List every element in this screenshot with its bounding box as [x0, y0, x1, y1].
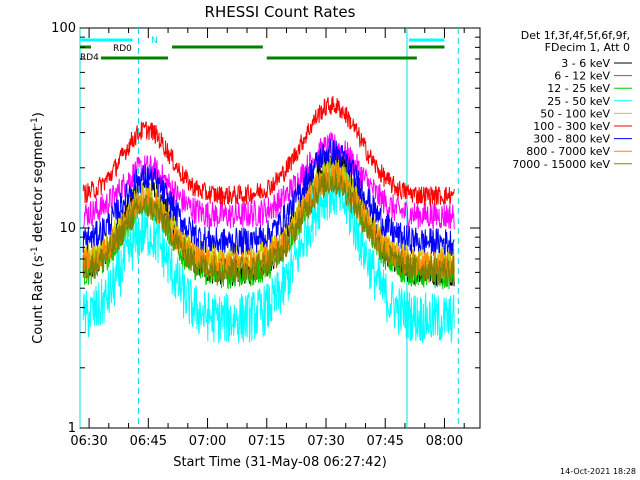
series-line	[82, 95, 455, 207]
legend-entry-label: 50 - 100 keV	[540, 107, 610, 120]
x-axis-ticks: 06:30 06:45 07:00 07:15 07:30 07:45 08:00	[70, 28, 465, 449]
timestamp: 14-Oct-2021 18:28	[560, 467, 636, 476]
legend-header-line2: FDecim 1, Att 0	[545, 41, 630, 54]
legend-entry-label: 7000 - 15000 keV	[512, 158, 610, 171]
x-tick-label: 08:00	[426, 434, 463, 449]
chart-title: RHESSI Count Rates	[205, 3, 356, 21]
legend-entry-label: 100 - 300 keV	[533, 120, 610, 133]
legend: Det 1f,3f,4f,5f,6f,9f, FDecim 1, Att 0 3…	[512, 29, 632, 171]
status-bars	[80, 38, 445, 60]
legend-entry-label: 25 - 50 keV	[547, 95, 610, 108]
x-tick-label: 07:30	[307, 434, 344, 449]
y-tick-label: 100	[51, 21, 76, 36]
rd0-label: RD0	[113, 44, 132, 54]
legend-entry-label: 3 - 6 keV	[561, 57, 610, 70]
y-label-end: )	[31, 112, 46, 117]
plot-area-frame	[79, 27, 481, 429]
y-label-sup1: -1	[30, 246, 40, 255]
y-label-sup2: -1	[30, 117, 40, 126]
x-tick-label: 06:45	[130, 434, 167, 449]
series-line	[82, 139, 455, 257]
y-axis-ticks: 1 10 100	[51, 21, 480, 436]
legend-entry-label: 800 - 7000 keV	[526, 145, 610, 158]
legend-entry-label: 300 - 800 keV	[533, 133, 610, 146]
legend-entry-label: 6 - 12 keV	[554, 70, 610, 83]
rd4-label: RD4	[80, 53, 99, 63]
legend-entry-label: 12 - 25 keV	[547, 82, 610, 95]
series-lines	[82, 95, 455, 344]
y-axis-label: Count Rate (s-1 detector segment-1)	[30, 112, 46, 344]
legend-header-line1: Det 1f,3f,4f,5f,6f,9f,	[521, 29, 630, 42]
x-tick-label: 07:15	[248, 434, 285, 449]
x-tick-label: 06:30	[70, 434, 107, 449]
y-label-main: Count Rate (s	[31, 255, 46, 344]
series-line	[82, 168, 455, 344]
night-label: N	[151, 36, 158, 46]
y-tick-label: 1	[68, 421, 76, 436]
status-labels: N RD0 RD4	[80, 36, 158, 63]
x-tick-label: 07:00	[189, 434, 226, 449]
x-axis-label: Start Time (31-May-08 06:27:42)	[173, 455, 387, 470]
y-tick-label: 10	[59, 221, 76, 236]
series-line	[82, 169, 455, 283]
y-label-mid: detector segment	[31, 126, 46, 246]
x-tick-label: 07:45	[366, 434, 403, 449]
